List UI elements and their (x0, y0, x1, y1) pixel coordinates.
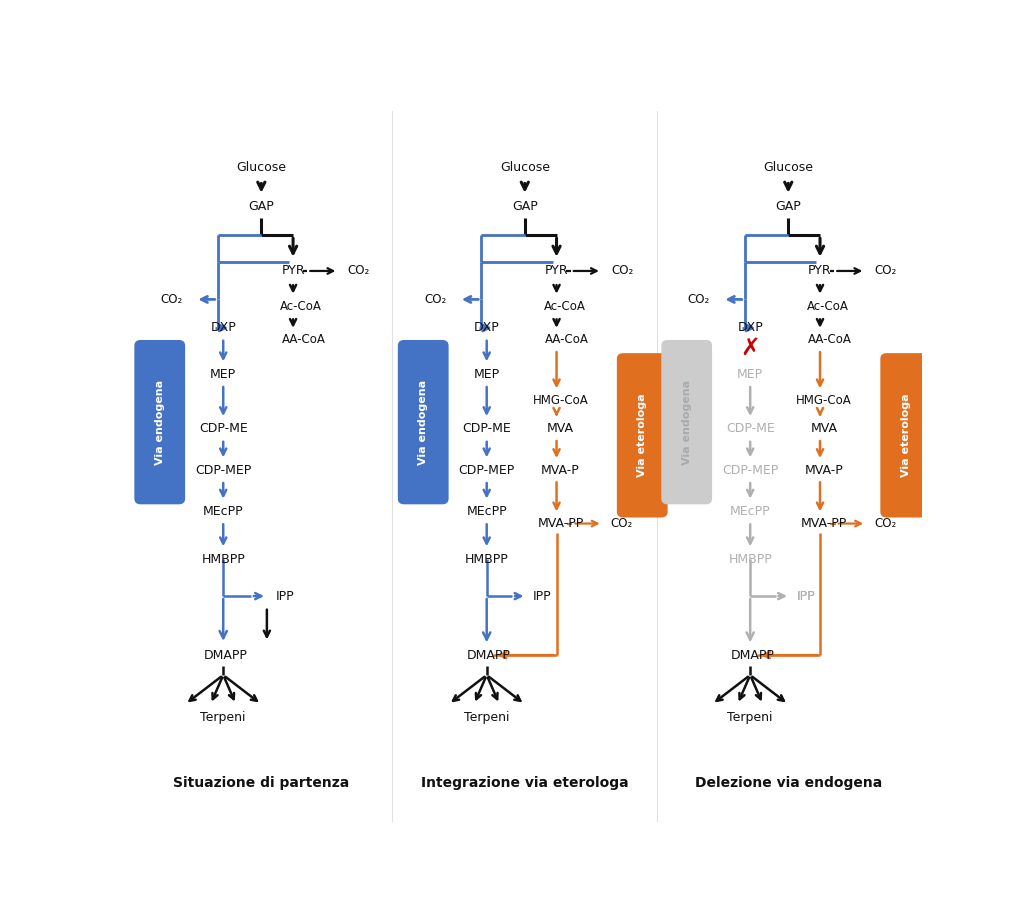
Text: AA-CoA: AA-CoA (808, 334, 852, 346)
Text: MEP: MEP (210, 368, 237, 381)
Text: DMAPP: DMAPP (467, 649, 511, 662)
FancyBboxPatch shape (881, 353, 931, 517)
FancyBboxPatch shape (397, 340, 449, 505)
Text: Integrazione via eterologa: Integrazione via eterologa (421, 776, 629, 790)
Text: PYR: PYR (808, 264, 831, 277)
Text: Glucose: Glucose (500, 162, 550, 175)
Text: MVA-P: MVA-P (541, 464, 580, 477)
Text: Via eterologa: Via eterologa (637, 394, 647, 477)
Text: CO₂: CO₂ (161, 293, 182, 306)
Text: IPP: IPP (275, 590, 295, 602)
Text: Via eterologa: Via eterologa (901, 394, 910, 477)
Text: CDP-MEP: CDP-MEP (196, 464, 251, 477)
Text: HMG-CoA: HMG-CoA (796, 394, 852, 407)
Text: Glucose: Glucose (237, 162, 287, 175)
Text: AA-CoA: AA-CoA (545, 334, 589, 346)
Text: CO₂: CO₂ (687, 293, 710, 306)
Text: ✗: ✗ (740, 335, 760, 359)
Text: HMBPP: HMBPP (728, 553, 772, 565)
Text: DXP: DXP (474, 322, 500, 334)
Text: IPP: IPP (797, 590, 815, 602)
Text: MVA-P: MVA-P (805, 464, 844, 477)
Text: Ac-CoA: Ac-CoA (807, 300, 849, 313)
Text: Delezione via endogena: Delezione via endogena (694, 776, 882, 790)
Text: DMAPP: DMAPP (731, 649, 774, 662)
Text: CO₂: CO₂ (873, 517, 896, 530)
Text: GAP: GAP (512, 201, 538, 213)
Text: Via endogena: Via endogena (418, 380, 428, 465)
Text: IPP: IPP (532, 590, 552, 602)
FancyBboxPatch shape (134, 340, 185, 505)
FancyBboxPatch shape (662, 340, 712, 505)
Text: HMG-CoA: HMG-CoA (532, 394, 589, 407)
Text: CO₂: CO₂ (348, 264, 370, 277)
Text: MEcPP: MEcPP (730, 505, 770, 518)
Text: Ac-CoA: Ac-CoA (281, 300, 322, 313)
Text: Glucose: Glucose (763, 162, 813, 175)
Text: CDP-ME: CDP-ME (199, 422, 248, 435)
Text: DXP: DXP (737, 322, 763, 334)
Text: MVA: MVA (810, 422, 838, 435)
Text: Situazione di partenza: Situazione di partenza (173, 776, 349, 790)
FancyBboxPatch shape (616, 353, 668, 517)
Text: DXP: DXP (210, 322, 237, 334)
Text: GAP: GAP (775, 201, 801, 213)
Text: Terpeni: Terpeni (727, 711, 773, 723)
Text: MEP: MEP (737, 368, 763, 381)
Text: CO₂: CO₂ (424, 293, 446, 306)
Text: HMBPP: HMBPP (202, 553, 245, 565)
Text: CO₂: CO₂ (610, 517, 633, 530)
Text: MEP: MEP (474, 368, 500, 381)
Text: GAP: GAP (249, 201, 274, 213)
Text: CDP-ME: CDP-ME (726, 422, 774, 435)
Text: Ac-CoA: Ac-CoA (544, 300, 586, 313)
Text: HMBPP: HMBPP (465, 553, 509, 565)
Text: CO₂: CO₂ (874, 264, 897, 277)
Text: CDP-MEP: CDP-MEP (722, 464, 778, 477)
Text: MEcPP: MEcPP (203, 505, 244, 518)
Text: MVA-PP: MVA-PP (538, 517, 584, 530)
Text: AA-CoA: AA-CoA (282, 334, 326, 346)
Text: MEcPP: MEcPP (466, 505, 507, 518)
Text: CO₂: CO₂ (611, 264, 634, 277)
Text: CDP-ME: CDP-ME (462, 422, 511, 435)
Text: Terpeni: Terpeni (464, 711, 510, 723)
Text: IPP: IPP (797, 590, 815, 602)
Text: PYR: PYR (545, 264, 568, 277)
Text: MVA: MVA (547, 422, 574, 435)
Text: CDP-MEP: CDP-MEP (459, 464, 515, 477)
Text: Via endogena: Via endogena (155, 380, 165, 465)
Text: Terpeni: Terpeni (201, 711, 246, 723)
Text: PYR: PYR (282, 264, 305, 277)
Text: MVA-PP: MVA-PP (801, 517, 847, 530)
Text: Via endogena: Via endogena (682, 380, 691, 465)
Text: DMAPP: DMAPP (204, 649, 248, 662)
